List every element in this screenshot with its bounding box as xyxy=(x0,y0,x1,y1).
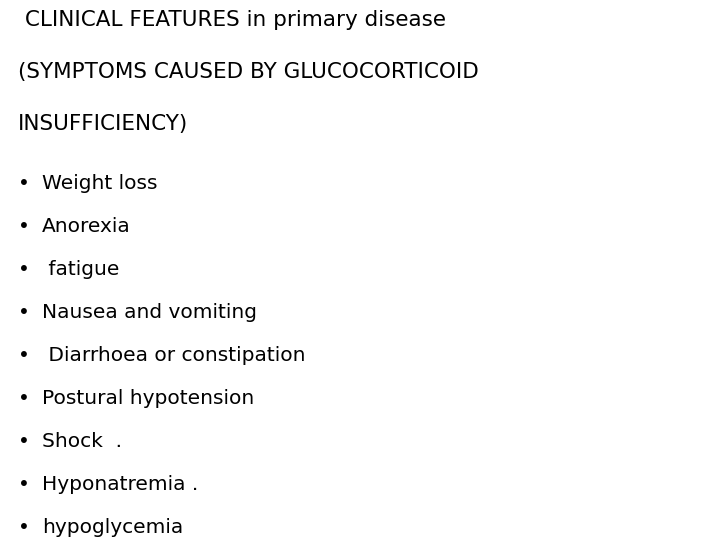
Text: •: • xyxy=(18,303,30,322)
Text: CLINICAL FEATURES in primary disease: CLINICAL FEATURES in primary disease xyxy=(18,10,446,30)
Text: hypoglycemia: hypoglycemia xyxy=(42,518,184,537)
Text: (SYMPTOMS CAUSED BY GLUCOCORTICOID: (SYMPTOMS CAUSED BY GLUCOCORTICOID xyxy=(18,62,479,82)
Text: •: • xyxy=(18,174,30,193)
Text: Shock  .: Shock . xyxy=(42,432,122,451)
Text: •: • xyxy=(18,346,30,365)
Text: •: • xyxy=(18,389,30,408)
Text: Weight loss: Weight loss xyxy=(42,174,158,193)
Text: Hyponatremia .: Hyponatremia . xyxy=(42,475,198,494)
Text: •: • xyxy=(18,475,30,494)
Text: Postural hypotension: Postural hypotension xyxy=(42,389,254,408)
Text: •: • xyxy=(18,260,30,279)
Text: Diarrhoea or constipation: Diarrhoea or constipation xyxy=(42,346,305,365)
Text: Nausea and vomiting: Nausea and vomiting xyxy=(42,303,257,322)
Text: •: • xyxy=(18,432,30,451)
Text: •: • xyxy=(18,518,30,537)
Text: fatigue: fatigue xyxy=(42,260,120,279)
Text: •: • xyxy=(18,217,30,236)
Text: Anorexia: Anorexia xyxy=(42,217,131,236)
Text: INSUFFICIENCY): INSUFFICIENCY) xyxy=(18,114,188,134)
